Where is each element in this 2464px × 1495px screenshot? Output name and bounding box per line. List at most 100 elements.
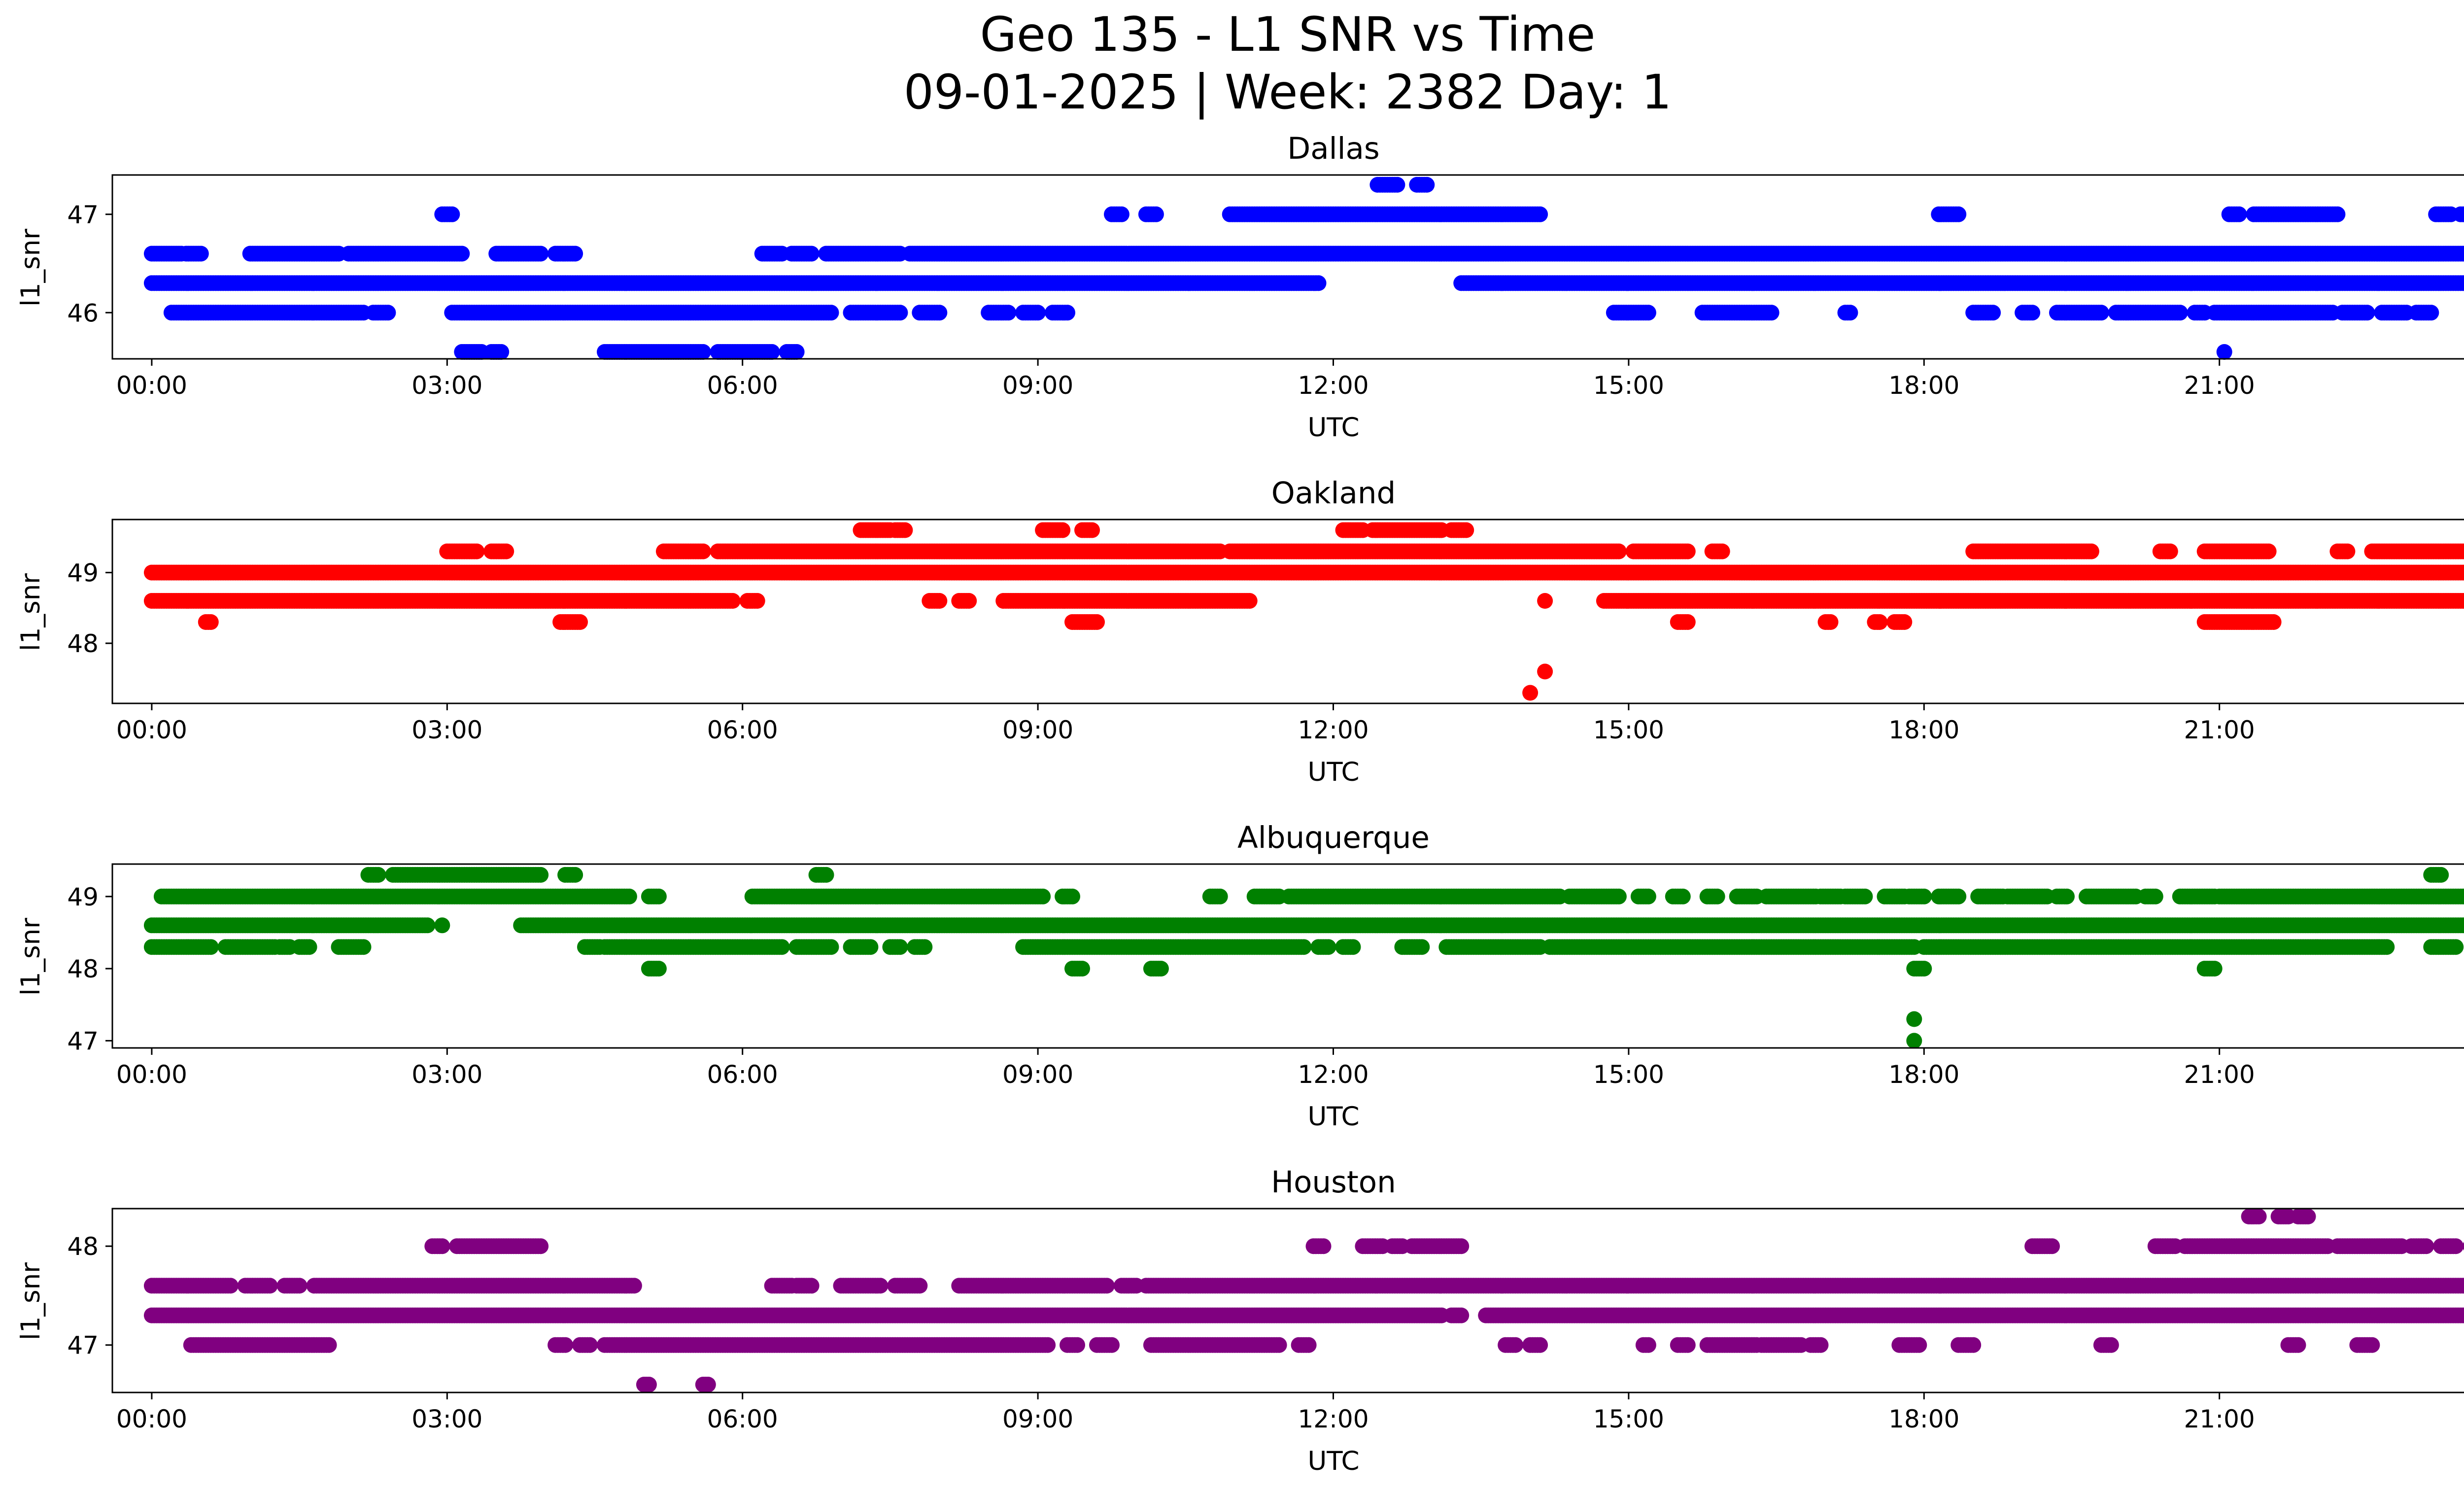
x-tick-label: 21:00 [2184, 716, 2255, 744]
data-point [695, 344, 711, 360]
data-point [1241, 593, 1258, 609]
data-point [1537, 663, 1553, 680]
data-point [2423, 305, 2439, 321]
figure-title-line2: 09-01-2025 | Week: 2382 Day: 1 [904, 65, 1672, 120]
data-point [203, 614, 219, 630]
data-point [764, 344, 780, 360]
x-tick-label: 21:00 [2184, 371, 2255, 400]
x-tick-label: 12:00 [1298, 371, 1369, 400]
data-point [788, 344, 805, 360]
y-axis-label: l1_snr [16, 573, 46, 651]
data-point [1084, 522, 1100, 538]
data-point [1842, 305, 1858, 321]
x-tick-label: 03:00 [411, 371, 482, 400]
y-tick-label: 49 [67, 559, 99, 588]
data-point [567, 245, 583, 262]
x-tick-label: 06:00 [707, 371, 778, 400]
panel-title: Dallas [1287, 131, 1379, 166]
data-point [572, 614, 588, 630]
data-point [803, 245, 820, 262]
x-tick-label: 09:00 [1002, 371, 1073, 400]
data-point [1389, 176, 1405, 193]
y-tick-label: 47 [67, 201, 99, 229]
data-point [897, 522, 913, 538]
data-point [498, 543, 514, 559]
data-point [2172, 305, 2188, 321]
x-tick-label: 06:00 [707, 716, 778, 744]
data-point [892, 305, 908, 321]
data-point [2265, 614, 2282, 630]
data-point [1030, 305, 1046, 321]
x-tick-label: 18:00 [1888, 371, 1959, 400]
y-axis-label: l1_snr [16, 229, 46, 307]
data-point [469, 543, 485, 559]
data-point [1537, 593, 1553, 609]
data-point [1055, 522, 1071, 538]
data-point [2024, 305, 2041, 321]
data-point [2083, 543, 2099, 559]
data-point [1822, 614, 1839, 630]
data-point [1458, 522, 1474, 538]
data-point [2460, 276, 2464, 290]
data-point [961, 593, 977, 609]
x-tick-label: 00:00 [116, 716, 187, 744]
data-point [1985, 305, 2001, 321]
data-point [1419, 176, 1435, 193]
x-tick-label: 15:00 [1593, 716, 1664, 744]
data-point [2329, 206, 2346, 222]
data-point [1000, 305, 1017, 321]
data-point [1310, 275, 1327, 291]
data-point [1679, 543, 1696, 559]
data-point [1763, 305, 1780, 321]
data-point [2359, 305, 2375, 321]
data-point [380, 305, 396, 321]
data-point [2231, 206, 2247, 222]
data-point [2216, 344, 2232, 360]
data-point [749, 593, 765, 609]
x-tick-label: 00:00 [116, 371, 187, 400]
data-point [493, 344, 510, 360]
x-tick-label: 18:00 [1888, 716, 1959, 744]
figure-title-line1: Geo 135 - L1 SNR vs Time [980, 7, 1596, 62]
data-point [1640, 305, 1656, 321]
data-points [143, 176, 2464, 360]
x-tick-label: 09:00 [1002, 716, 1073, 744]
data-point [2162, 543, 2178, 559]
panel-dallas: Dallas UTC l1_snr 00:00 03:00 06:00 09:00 12… [16, 131, 2464, 443]
x-tick-label: 15:00 [1593, 371, 1664, 400]
data-point [454, 245, 470, 262]
data-point [1896, 614, 1913, 630]
data-point [1679, 614, 1696, 630]
data-point [193, 245, 209, 262]
x-axis-label: UTC [1307, 413, 1359, 443]
data-point [1872, 614, 1888, 630]
data-point [2339, 543, 2356, 559]
x-axis-label: UTC [1307, 757, 1359, 787]
y-tick-label: 46 [67, 299, 99, 327]
data-point [1714, 543, 1730, 559]
data-point [931, 593, 948, 609]
x-tick-label: 12:00 [1298, 716, 1369, 744]
data-point [2093, 305, 2109, 321]
data-point [2260, 543, 2277, 559]
data-point [1148, 206, 1164, 222]
data-point [823, 305, 839, 321]
data-point [724, 593, 741, 609]
data-point [444, 206, 460, 222]
y-tick-label: 48 [67, 629, 99, 658]
data-point [2463, 278, 2464, 288]
data-point [1060, 305, 1075, 321]
data-point [931, 305, 948, 321]
data-point [1610, 543, 1627, 559]
x-tick-label: 03:00 [411, 716, 482, 744]
data-point [1089, 614, 1105, 630]
panel-title: Oakland [1271, 476, 1396, 511]
data-point [1113, 206, 1129, 222]
data-point [1522, 685, 1539, 701]
data-point [695, 543, 711, 559]
data-point [1951, 206, 1967, 222]
data-point [533, 245, 549, 262]
data-point [1532, 206, 1548, 222]
